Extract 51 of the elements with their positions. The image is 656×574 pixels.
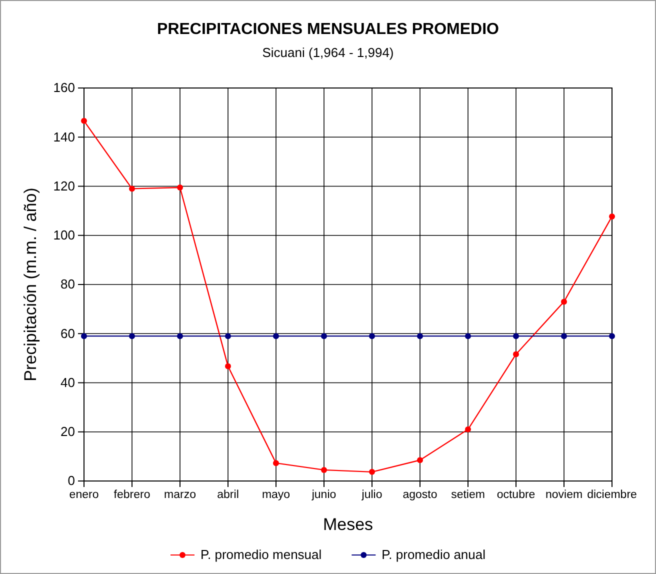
point — [561, 333, 567, 340]
x-tick-label: febrero — [114, 489, 150, 502]
point — [609, 213, 615, 220]
point — [561, 298, 567, 305]
point — [321, 466, 327, 473]
x-tick-label: julio — [360, 489, 382, 502]
y-tick-label: 60 — [60, 326, 75, 341]
x-axis-title: Meses — [322, 515, 374, 534]
x-tick-label: marzo — [164, 489, 196, 502]
y-tick-label: 120 — [53, 178, 75, 194]
point — [369, 333, 375, 340]
y-tick-label: 40 — [60, 374, 75, 390]
point — [129, 333, 135, 340]
point — [369, 468, 375, 475]
y-tick-label: 20 — [60, 424, 75, 440]
point — [273, 460, 279, 466]
x-tick-label: mayo — [262, 489, 290, 502]
legend-label: P. promedio anual — [382, 547, 486, 562]
y-tick-label: 0 — [68, 473, 75, 488]
point — [513, 333, 519, 340]
point — [273, 333, 279, 340]
point — [321, 333, 327, 340]
x-tick-label: setiem — [451, 489, 485, 502]
point — [417, 333, 423, 340]
point — [609, 333, 615, 340]
x-tick-label: octubre — [496, 489, 536, 502]
point — [177, 333, 183, 340]
y-tick-label: 140 — [53, 129, 75, 144]
point — [129, 186, 135, 192]
x-tick-label: diciembre — [587, 489, 637, 502]
point — [465, 333, 471, 340]
y-tick-label: 160 — [53, 80, 75, 96]
x-tick-label: abril — [217, 489, 239, 502]
y-tick-label: 80 — [60, 276, 75, 292]
point — [81, 118, 87, 124]
x-tick-label: noviem — [545, 489, 583, 502]
chart-subtitle: Sicuani (1,964 - 1,994) — [262, 45, 394, 60]
point — [225, 363, 231, 370]
legend-label: P. promedio mensual — [200, 547, 322, 562]
point — [513, 351, 519, 358]
y-tick-label: 100 — [53, 228, 75, 243]
point — [225, 333, 231, 340]
point — [465, 426, 471, 432]
x-tick-label: junio — [310, 489, 336, 502]
point — [177, 184, 183, 190]
point — [417, 457, 423, 464]
y-axis-title: Precipitación (m.m. / año) — [21, 188, 40, 382]
chart-title: PRECIPITACIONES MENSUALES PROMEDIO — [157, 21, 499, 38]
x-tick-label: agosto — [402, 489, 438, 502]
point — [81, 333, 87, 340]
x-tick-label: enero — [69, 489, 99, 502]
